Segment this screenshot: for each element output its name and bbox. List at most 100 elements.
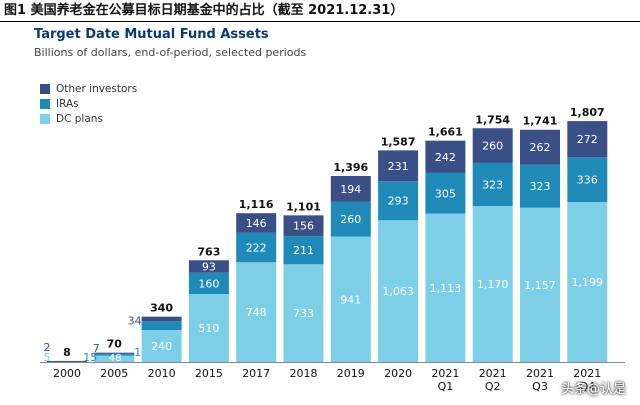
x-tick-label: 2010	[148, 367, 176, 380]
bar-value-label: 1,170	[477, 278, 509, 291]
bar-value-label: 240	[151, 340, 172, 353]
bar-value-label: 748	[246, 306, 267, 319]
legend-swatch-other-investors	[40, 83, 50, 94]
bar-segment-other-investors	[567, 121, 608, 158]
bar-segment-other-investors	[236, 213, 277, 233]
bar-segment-iras	[236, 232, 277, 263]
chart-title: Target Date Mutual Fund Assets	[34, 27, 269, 42]
bar-segment-other-investors	[94, 352, 135, 354]
x-tick-label: 2017	[242, 367, 270, 380]
bar-segment-other-investors	[141, 316, 182, 322]
bar-total-label: 1,396	[333, 161, 368, 174]
bar-value-label: 5	[44, 351, 51, 364]
bar-value-label: 323	[482, 178, 503, 191]
bar-segment-iras	[378, 181, 419, 221]
x-tick-label: Q4	[579, 380, 595, 393]
legend-swatch-dc-plans	[40, 113, 50, 124]
bar-value-label: 34	[128, 315, 142, 328]
x-tick-label: 2018	[290, 367, 318, 380]
bar-total-label: 1,587	[381, 135, 416, 148]
x-tick-label: 2019	[337, 367, 365, 380]
bar-value-label: 15	[83, 351, 97, 364]
legend-item-other-investors: Other investors	[40, 81, 137, 96]
bar-value-label: 260	[482, 140, 503, 153]
bar-segment-dc-plans	[520, 207, 560, 362]
bar-value-label: 2	[44, 341, 51, 354]
bar-total-label: 1,807	[570, 106, 605, 119]
bar-segment-other-investors	[188, 260, 229, 273]
x-tick-label: 2021	[479, 367, 507, 380]
bar-value-label: 1,199	[572, 276, 604, 289]
bar-total-label: 1,741	[523, 115, 558, 128]
x-tick-label: 2015	[195, 367, 223, 380]
legend-label-iras: IRAs	[56, 97, 79, 110]
bar-value-label: 146	[246, 217, 267, 230]
x-tick-label: 2020	[384, 367, 412, 380]
bar-value-label: 260	[340, 213, 361, 226]
bar-segment-dc-plans	[567, 202, 608, 362]
x-tick-label: 2021	[431, 367, 459, 380]
bar-segment-other-investors	[425, 140, 466, 173]
bar-value-label: 7	[93, 342, 100, 355]
bar-value-label: 242	[435, 151, 456, 164]
bar-segment-dc-plans	[330, 236, 371, 362]
bar-value-label: 293	[388, 195, 409, 208]
bar-segment-dc-plans	[94, 355, 135, 362]
bar-value-label: 336	[577, 174, 598, 187]
bar-total-label: 1,661	[428, 126, 463, 139]
bar-total-label: 1,116	[239, 198, 274, 211]
x-tick-label: 2005	[100, 367, 128, 380]
x-tick-label: Q1	[438, 380, 454, 393]
bar-value-label: 305	[435, 187, 456, 200]
bar-segment-dc-plans	[141, 330, 182, 362]
bar-value-label: 1,113	[430, 282, 462, 295]
legend-swatch-iras	[40, 98, 50, 109]
bar-value-label: 733	[293, 307, 314, 320]
figure-title: 图1 美国养老金在公募目标日期基金中的占比（截至 2021.12.31）	[0, 0, 640, 22]
bar-segment-dc-plans	[425, 213, 466, 362]
legend-label-dc-plans: DC plans	[56, 112, 103, 125]
x-tick-label: 2000	[53, 367, 81, 380]
bar-segment-iras	[188, 272, 229, 294]
bar-segment-other-investors	[47, 360, 87, 362]
bar-value-label: 941	[340, 293, 361, 306]
bar-total-label: 340	[150, 302, 173, 315]
bar-value-label: 194	[340, 183, 361, 196]
x-tick-label: 2021	[573, 367, 601, 380]
bar-value-label: 231	[388, 160, 409, 173]
bar-total-label: 8	[63, 346, 71, 359]
bar-segment-dc-plans	[236, 262, 277, 362]
bar-segment-other-investors	[472, 128, 513, 163]
bar-segment-iras	[283, 236, 324, 265]
bar-segment-other-investors	[330, 176, 371, 202]
bar-value-label: 160	[198, 277, 219, 290]
bar-value-label: 211	[293, 244, 314, 257]
bar-segment-iras	[520, 164, 560, 208]
bar-segment-iras	[141, 321, 182, 330]
watermark: 头条@认是	[560, 382, 626, 397]
bar-segment-dc-plans	[283, 264, 324, 362]
bar-segment-iras	[330, 201, 371, 237]
bar-segment-other-investors	[283, 215, 324, 237]
legend: Other investors IRAs DC plans	[40, 81, 137, 126]
bar-segment-iras	[472, 162, 513, 206]
bar-value-label: 262	[530, 141, 551, 154]
bar-segment-iras	[94, 353, 135, 356]
bar-segment-iras	[567, 157, 608, 203]
bar-value-label: 1,063	[382, 285, 414, 298]
legend-label-other-investors: Other investors	[56, 82, 138, 95]
bar-value-label: 93	[202, 260, 216, 273]
bar-segment-iras	[425, 172, 466, 214]
bar-value-label: 272	[577, 133, 598, 146]
bar-total-label: 1,101	[286, 200, 321, 213]
bar-total-label: 763	[197, 245, 220, 258]
bar-segment-other-investors	[378, 150, 419, 182]
x-tick-label: 2021	[526, 367, 554, 380]
bar-value-label: 1,157	[524, 279, 556, 292]
bar-segment-dc-plans	[472, 206, 513, 362]
bar-segment-dc-plans	[188, 294, 229, 362]
bar-value-label: 510	[198, 322, 219, 335]
bar-segment-dc-plans	[378, 220, 419, 362]
x-tick-label: Q2	[485, 380, 501, 393]
